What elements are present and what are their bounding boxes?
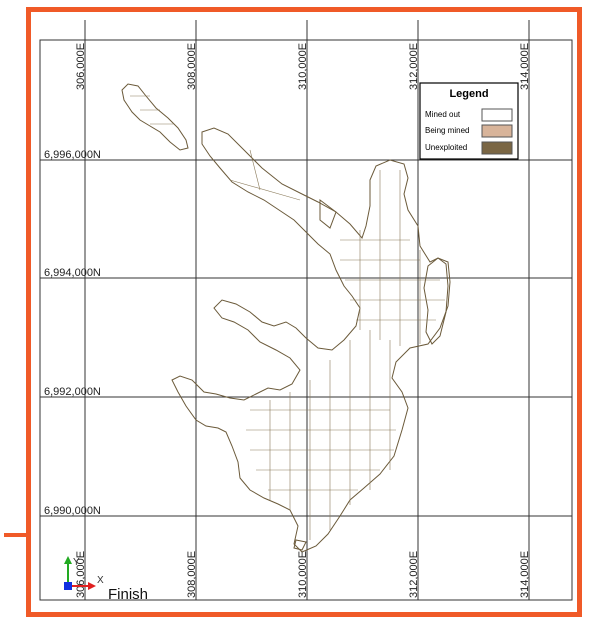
axis-x-label: X — [97, 575, 104, 586]
axis-y-label: Y — [73, 557, 80, 568]
legend-label-being-mined: Being mined — [425, 126, 469, 135]
easting-label-top-1: 308,000E — [186, 43, 198, 90]
axis-triad-icon: Y X — [64, 556, 104, 590]
easting-label-top-2: 310,000E — [297, 43, 309, 90]
frame-tick-mark — [4, 533, 28, 537]
northing-label-3: 6,990,000N — [44, 505, 101, 517]
legend: Legend Mined out Being mined Unexploited — [419, 82, 519, 160]
mining-blocks — [130, 95, 445, 540]
legend-label-mined-out: Mined out — [425, 110, 461, 119]
easting-label-bottom-2: 310,000E — [297, 551, 309, 598]
legend-swatch-mined-out — [481, 108, 513, 122]
easting-label-bottom-4: 314,000E — [519, 551, 531, 598]
legend-title: Legend — [449, 88, 488, 100]
easting-label-bottom-3: 312,000E — [408, 551, 420, 598]
legend-swatch-being-mined — [481, 124, 513, 138]
legend-swatch-unexploited — [481, 141, 513, 155]
easting-label-top-4: 314,000E — [519, 43, 531, 90]
northing-label-1: 6,994,000N — [44, 267, 101, 279]
ore-body-outline — [121, 83, 451, 553]
grid-lines — [40, 20, 572, 600]
easting-label-top-0: 306,000E — [75, 43, 87, 90]
status-text: Finish — [108, 586, 148, 603]
easting-label-top-3: 312,000E — [408, 43, 420, 90]
northing-label-0: 6,996,000N — [44, 149, 101, 161]
northing-label-2: 6,992,000N — [44, 386, 101, 398]
legend-label-unexploited: Unexploited — [425, 143, 467, 152]
easting-label-bottom-1: 308,000E — [186, 551, 198, 598]
